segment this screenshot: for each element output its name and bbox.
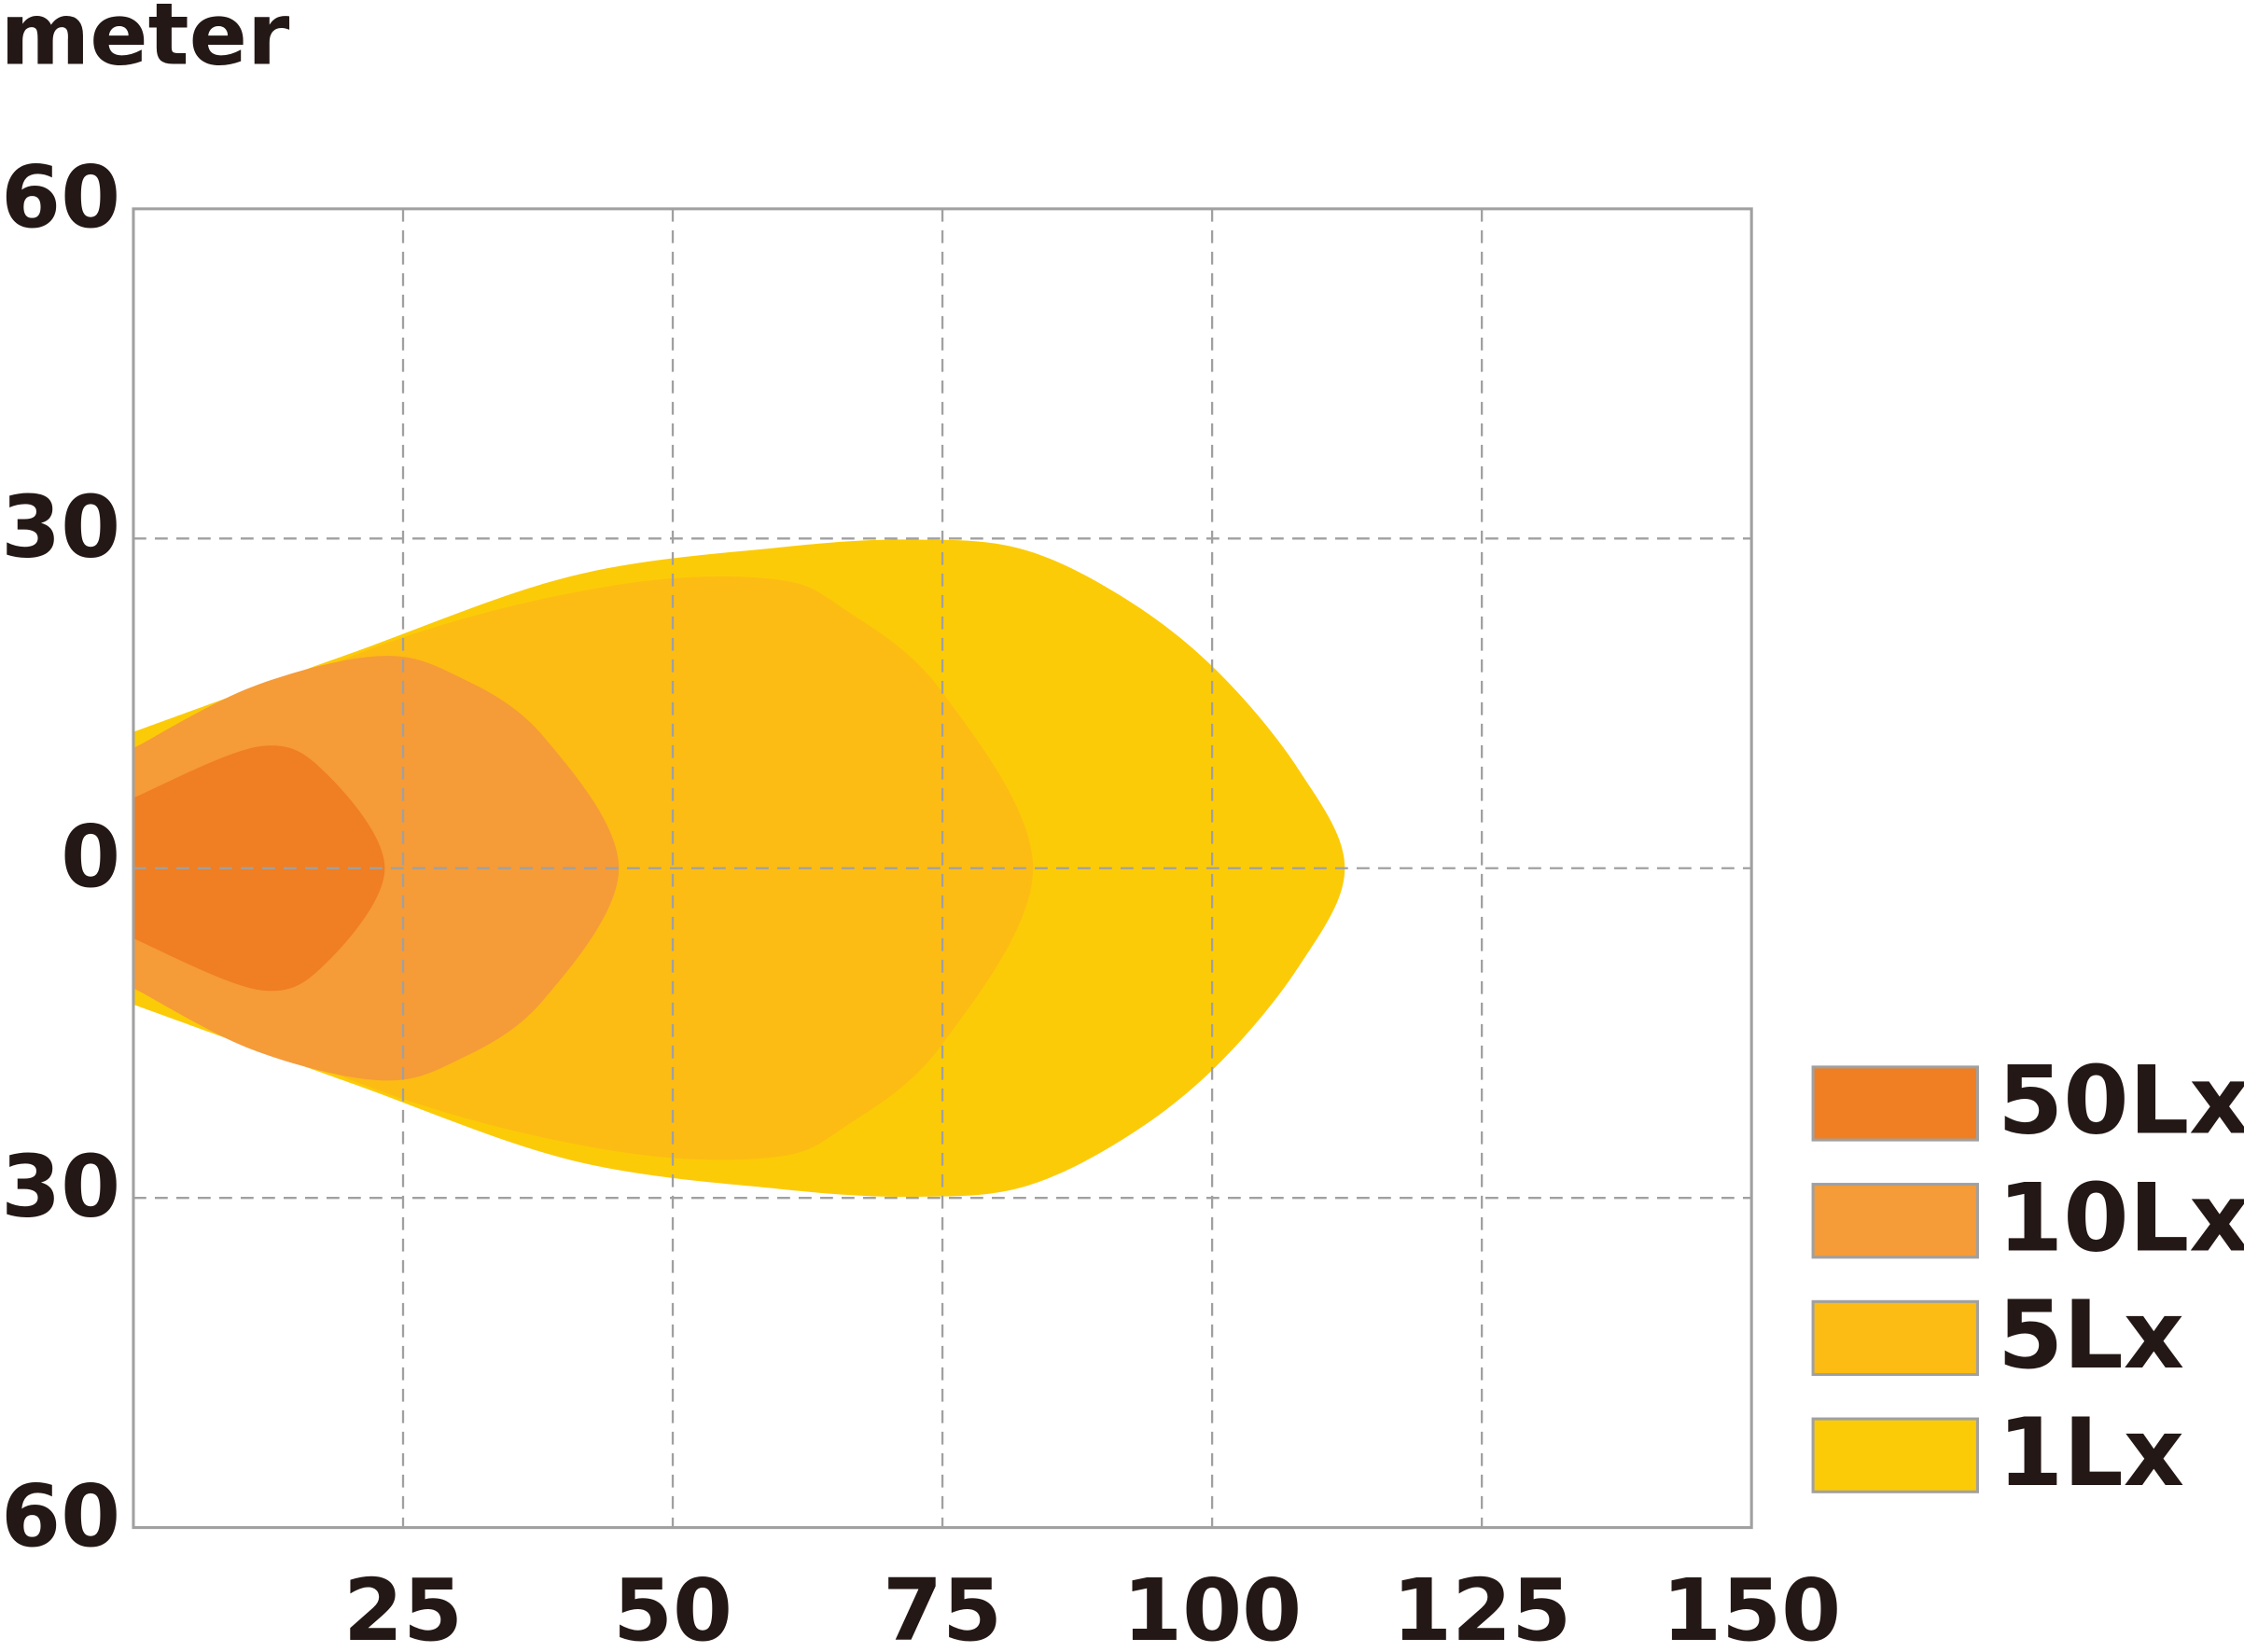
- legend-label: 50Lx: [1998, 1046, 2244, 1156]
- legend-swatch: [1811, 1183, 1979, 1259]
- y-tick-label: 30: [1, 478, 120, 577]
- plot-border: [132, 207, 1753, 1530]
- y-tick-label: 60: [1, 147, 120, 247]
- x-tick-label: 75: [883, 1561, 1002, 1652]
- y-tick-label: 30: [1, 1136, 120, 1236]
- x-tick-label: 25: [343, 1561, 463, 1652]
- legend-label: 10Lx: [1998, 1162, 2244, 1272]
- legend-swatch: [1811, 1417, 1979, 1493]
- legend-label: 5Lx: [1998, 1280, 2184, 1390]
- x-tick-label: 50: [613, 1561, 732, 1652]
- legend-swatch: [1811, 1065, 1979, 1142]
- legend-swatch: [1811, 1299, 1979, 1377]
- y-tick-label: 0: [61, 807, 120, 907]
- legend-label: 1Lx: [1998, 1397, 2184, 1507]
- x-tick-label: 125: [1392, 1561, 1571, 1652]
- isolux-area: [132, 745, 385, 992]
- x-tick-label: 150: [1662, 1561, 1841, 1652]
- y-axis-label: meter: [0, 0, 290, 84]
- y-tick-label: 60: [1, 1466, 120, 1566]
- x-tick-label: 100: [1122, 1561, 1302, 1652]
